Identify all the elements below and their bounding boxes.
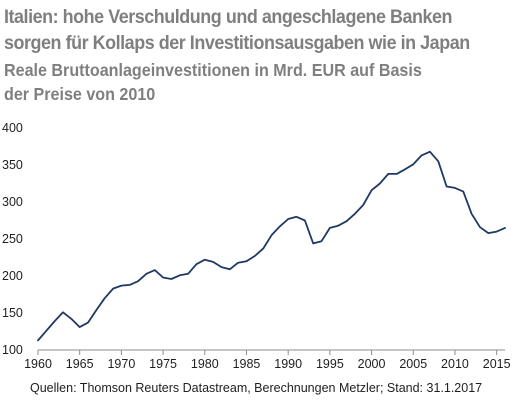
y-tick-label: 400 <box>2 121 23 135</box>
source-note: Quellen: Thomson Reuters Datastream, Ber… <box>30 381 483 395</box>
x-tick-label: 1975 <box>149 357 177 371</box>
chart-subtitle: Reale Bruttoanlageinvestitionen in Mrd. … <box>4 58 475 106</box>
y-tick-label: 100 <box>2 343 23 357</box>
chart-series <box>37 150 506 342</box>
x-tick-label: 1990 <box>274 357 302 371</box>
chart-subtitle-line-1: Reale Bruttoanlageinvestitionen in Mrd. … <box>4 60 422 80</box>
y-tick-label: 350 <box>2 158 23 172</box>
y-tick-label: 150 <box>2 306 23 320</box>
x-tick-label: 2000 <box>358 357 386 371</box>
x-tick-label: 2005 <box>399 357 427 371</box>
chart-axes <box>37 349 505 355</box>
chart-tick-labels: 100 150 200 250 300 350 400 1960 1965 1970 1975 198… <box>2 121 511 371</box>
x-tick-label: 1985 <box>233 357 261 371</box>
x-tick-label: 1980 <box>191 357 219 371</box>
x-tick-label: 1995 <box>316 357 344 371</box>
chart-title-line-2: sorgen für Kollaps der Investitionsausga… <box>4 32 470 54</box>
x-tick-label: 2010 <box>441 357 469 371</box>
x-tick-label: 1965 <box>66 357 94 371</box>
y-tick-label: 200 <box>2 269 23 283</box>
chart-title: Italien: hohe Verschuldung und angeschla… <box>4 4 475 56</box>
x-tick-label: 1970 <box>107 357 135 371</box>
x-tick-label: 1960 <box>24 357 52 371</box>
series-line <box>37 150 506 342</box>
chart-title-line-1: Italien: hohe Verschuldung und angeschla… <box>4 6 453 28</box>
x-tick-label: 2015 <box>483 357 511 371</box>
y-tick-label: 300 <box>2 195 23 209</box>
y-tick-label: 250 <box>2 232 23 246</box>
chart-subtitle-line-2: der Preise von 2010 <box>4 84 156 104</box>
